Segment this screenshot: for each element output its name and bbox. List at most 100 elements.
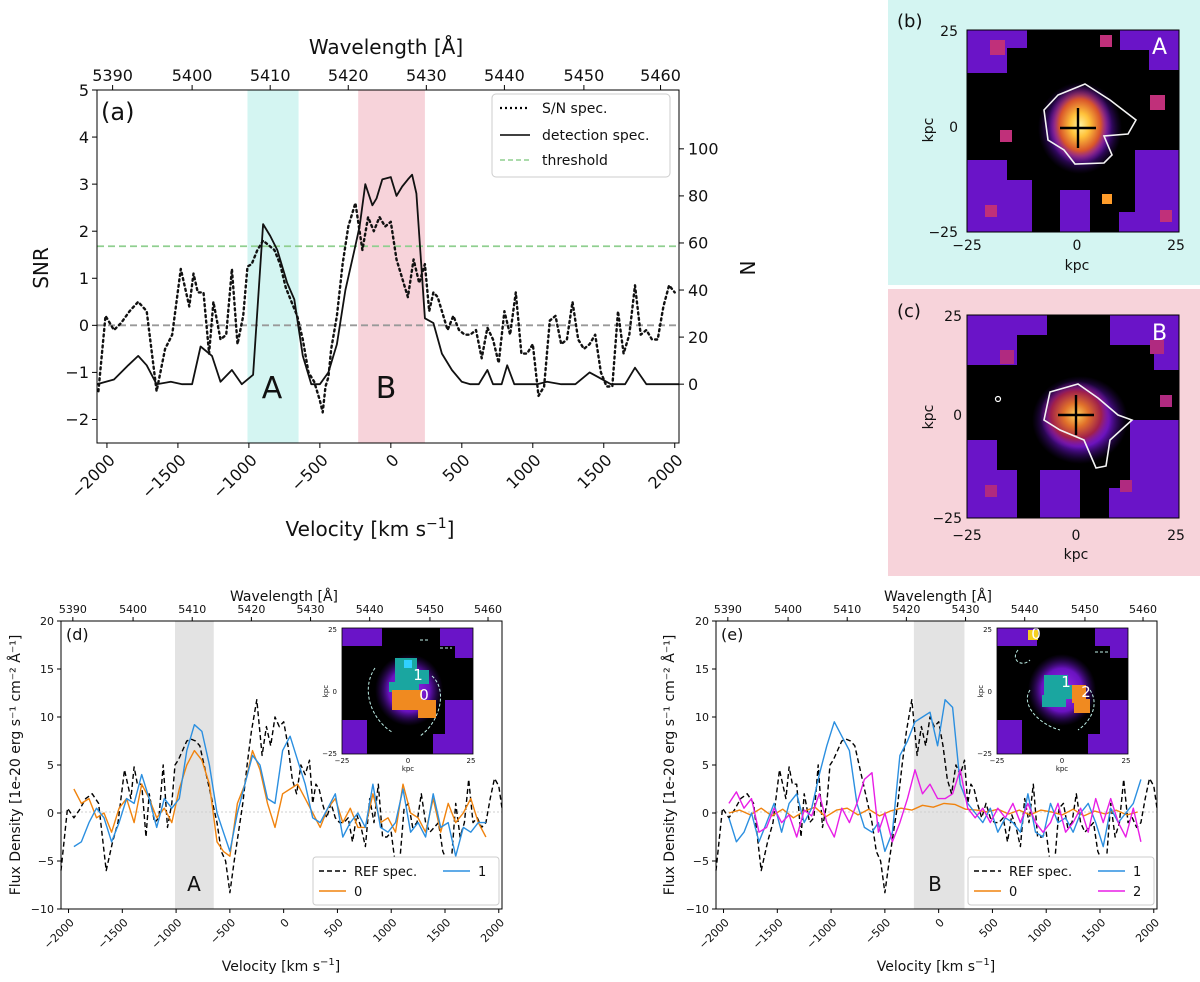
y-tick-label: 15 [40,663,54,676]
top-tick-label: 5450 [1071,603,1099,616]
x-tick-label: 500 [977,916,1001,940]
region-b [358,90,425,443]
panel-b-ytick-top: 25 [940,24,958,40]
inset-ytick-top: 25 [328,626,337,634]
panel-b-xlabel: kpc [1065,258,1090,274]
panel-b-ytick-mid: 0 [949,120,958,136]
top-tick-label: 5390 [92,66,133,85]
x-tick-label: 1500 [573,450,615,492]
inset-pixel [404,660,412,668]
top-tick-label: 5440 [356,603,384,616]
top-tick-label: 5390 [714,603,742,616]
inset-ytick-top: 25 [983,626,992,634]
panel-e: −2000 −1500 −1000 −500 0 500 1000 1500 2000 −10−… [661,588,1162,975]
panel-d-top-xlabel: Wavelength [Å] [230,588,338,605]
panel-c-xtick-mid: 0 [1072,528,1081,544]
x-tick-label: −1000 [804,916,840,952]
inset-label-0: 0 [419,686,429,704]
legend-label-0: 0 [1009,885,1017,900]
panel-d: −2000 −1500 −1000 −500 0 500 1000 1500 2000 −10−… [7,588,507,975]
legend-label-0: 0 [354,885,362,900]
panel-a-region-a-label: A [262,371,283,406]
inset-xlabel: kpc [1056,765,1068,773]
panel-a-region-b-label: B [376,371,397,406]
inset-ytick-bottom: −25 [977,750,992,758]
top-tick-label: 5390 [59,603,87,616]
inset-ytick-mid: 0 [988,688,992,696]
inset-region-1 [389,658,429,692]
series-line-s-n-spec [97,201,676,414]
y-tick-label: 2 [79,222,89,241]
panel-c-ytick-bottom: −25 [932,511,962,527]
y-tick-label: −10 [31,903,54,916]
top-tick-label: 5460 [640,66,681,85]
panel-d-regions [175,621,214,909]
legend-box [312,856,500,906]
series-line-1 [73,724,486,857]
panel-b-frame [966,29,1180,233]
x-tick-label: 0 [933,916,947,930]
x-tick-label: −1500 [95,916,131,952]
inset-xtick-left: −25 [990,757,1005,765]
x-tick-label: 1000 [371,916,400,945]
y-tick-label: 20 [695,615,709,628]
inset-contour-right [419,675,441,737]
y-right-tick-label: 0 [688,375,698,394]
inset-contour-right [1077,689,1095,731]
panel-a-xticks: −2000 −1500 −1000 −500 0 500 1000 1500 2000 [67,443,687,502]
x-tick-label: 1500 [1079,916,1108,945]
y-right-tick-label: 80 [688,187,708,206]
panel-b-ytick-bottom: −25 [928,225,958,241]
panel-c-ytick-mid: 0 [953,408,962,424]
y-tick-label: 15 [695,663,709,676]
series-line-0 [728,802,1138,819]
top-tick-label: 5420 [237,603,265,616]
x-tick-label: −2000 [67,450,119,502]
legend-box [967,856,1155,906]
y-tick-label: 5 [702,759,709,772]
panel-c-ylabel: kpc [921,405,937,430]
region-a [247,90,299,443]
series-line-1 [728,699,1142,853]
panel-c-corner-label: B [1152,321,1167,346]
top-tick-label: 5440 [1011,603,1039,616]
legend-label-1: 1 [1133,865,1141,880]
x-tick-label: −500 [208,916,239,947]
panel-e-label: (e) [721,625,743,644]
legend-label-2: 2 [1133,885,1141,900]
panel-d-xlabel: Velocity [km s−1] [222,957,341,975]
y-tick-label: −5 [38,855,54,868]
panel-b-haze [967,30,1179,232]
top-tick-label: 5400 [172,66,213,85]
top-tick-label: 5440 [484,66,525,85]
inset-ylabel: kpc [977,685,985,697]
panel-c-xtick-left: −25 [952,528,982,544]
region-b [913,621,965,909]
panel-c-image [966,314,1180,519]
y-right-tick-label: 100 [688,140,719,159]
top-tick-label: 5460 [474,603,502,616]
panel-d-top-ticks: 5390 5400 5410 5420 5430 5440 5450 5460 [59,603,502,621]
inset-label-1: 1 [1061,673,1071,691]
y-tick-label: 10 [695,711,709,724]
x-tick-label: 2000 [1133,916,1162,945]
panel-a-hlines [97,245,679,327]
panel-b-label: (b) [897,11,922,32]
x-tick-label: 1000 [502,450,544,492]
x-tick-label: 2000 [478,916,507,945]
panel-c-haze [967,315,1179,518]
panel-e-inset: 0 1 2 25 0 −25 −25 0 25 kpc kpc [977,625,1130,773]
panel-a-frame [96,89,680,444]
x-tick-label: −1500 [138,450,190,502]
panel-e-regions [913,621,965,909]
top-tick-label: 5430 [297,603,325,616]
inset-ytick-mid: 0 [333,688,337,696]
legend-label-threshold: threshold [542,153,608,169]
panel-b-knot [1102,194,1112,204]
top-tick-label: 5450 [564,66,605,85]
panel-a-yright-ticks: 0 20 40 60 80 100 [679,140,719,394]
panel-c-spots [985,340,1172,497]
top-tick-label: 5420 [892,603,920,616]
inset-xtick-right: 25 [1122,757,1131,765]
